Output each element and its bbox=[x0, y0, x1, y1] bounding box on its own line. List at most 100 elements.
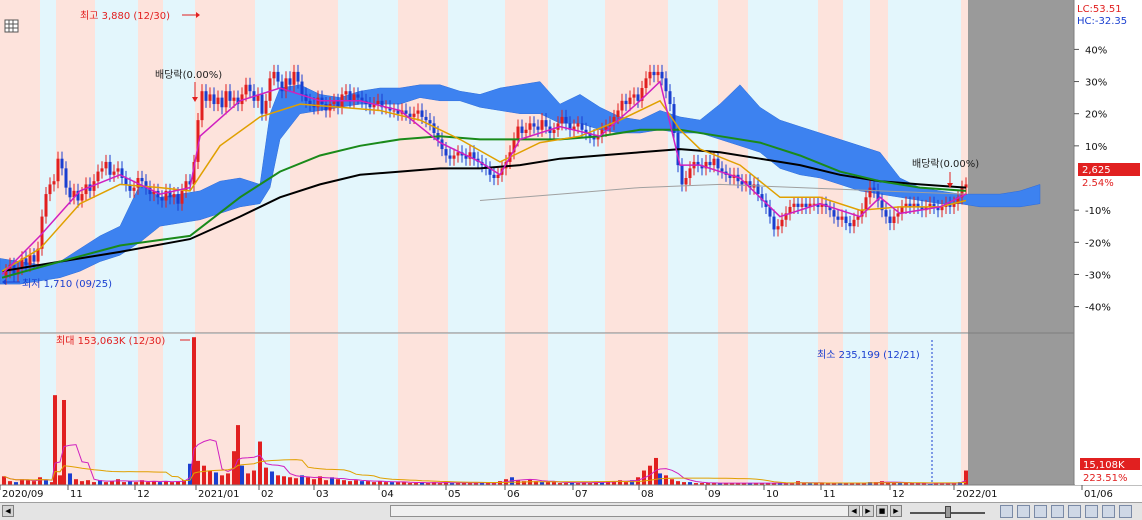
tool-icon-3[interactable] bbox=[1034, 505, 1047, 518]
dividend-arrowhead-2 bbox=[947, 183, 953, 188]
volume-bar-119 bbox=[700, 483, 704, 485]
tool-icon-4[interactable] bbox=[1051, 505, 1064, 518]
candle-body-203 bbox=[812, 203, 816, 205]
volume-bar-121 bbox=[712, 483, 716, 485]
candle-body-156 bbox=[624, 100, 628, 105]
volume-bar-10 bbox=[58, 475, 62, 485]
candle-body-136 bbox=[544, 120, 548, 127]
candle-body-208 bbox=[832, 210, 836, 217]
volume-bar-56 bbox=[324, 480, 328, 485]
tool-icon-1[interactable] bbox=[1000, 505, 1013, 518]
candle-body-59 bbox=[236, 97, 240, 105]
candle-body-108 bbox=[432, 123, 436, 133]
scroll-thumb[interactable] bbox=[390, 505, 870, 517]
scroll-right-icon[interactable]: ▶ bbox=[862, 505, 874, 517]
stop-icon[interactable]: ■ bbox=[876, 505, 888, 517]
candle-body-168 bbox=[672, 104, 676, 133]
play-icon[interactable]: ▶ bbox=[890, 505, 902, 517]
candle-body-35 bbox=[140, 178, 144, 182]
chart-scrollbar[interactable]: ◀ ◀ ▶ ■ ▶ bbox=[0, 502, 1142, 520]
volume-bar-134 bbox=[790, 483, 794, 485]
grid-icon[interactable] bbox=[4, 19, 19, 33]
price-tick-label-6: -30% bbox=[1085, 270, 1111, 281]
volume-bar-133 bbox=[784, 483, 788, 485]
volume-bar-154 bbox=[910, 483, 914, 485]
price-band-13 bbox=[548, 0, 605, 333]
candle-body-99 bbox=[396, 110, 400, 114]
candle-body-25 bbox=[100, 168, 104, 172]
volume-bar-136 bbox=[802, 483, 806, 485]
candle-body-189 bbox=[756, 184, 760, 195]
candle-body-98 bbox=[392, 110, 396, 112]
price-band-4 bbox=[138, 0, 163, 333]
max-volume-text: 최대 153,063K (12/30) bbox=[56, 335, 165, 347]
candle-body-166 bbox=[664, 78, 668, 92]
volume-bar-64 bbox=[372, 482, 376, 485]
volume-bar-41 bbox=[236, 425, 240, 485]
volume-bar-36 bbox=[208, 470, 212, 485]
scroll-left-icon[interactable]: ◀ bbox=[2, 505, 14, 517]
min-price-arrowhead bbox=[2, 279, 6, 285]
candle-body-94 bbox=[376, 100, 380, 105]
price-axis: 40% 30% 20% 10% -10% -20% -30% -40% bbox=[1074, 45, 1111, 314]
volume-bar-159 bbox=[940, 483, 944, 485]
candle-body-18 bbox=[72, 190, 76, 198]
volume-bar-112 bbox=[658, 473, 662, 485]
volume-bar-131 bbox=[772, 483, 776, 485]
future-area bbox=[968, 0, 1074, 485]
ma120-line bbox=[1, 148, 967, 273]
tool-icon-2[interactable] bbox=[1017, 505, 1030, 518]
tool-icon-7[interactable] bbox=[1102, 505, 1115, 518]
candle-body-229 bbox=[916, 203, 920, 207]
volume-bar-95 bbox=[558, 483, 562, 485]
volume-bar-47 bbox=[270, 471, 274, 485]
candle-body-179 bbox=[716, 158, 720, 169]
volume-bar-116 bbox=[682, 482, 686, 485]
zoom-slider[interactable] bbox=[945, 506, 951, 518]
volume-band-0 bbox=[0, 334, 40, 485]
moving-average-lines bbox=[1, 80, 967, 279]
candle-body-15 bbox=[60, 158, 64, 169]
candle-body-234 bbox=[936, 206, 940, 211]
candle-body-131 bbox=[524, 129, 528, 133]
tool-icon-6[interactable] bbox=[1085, 505, 1098, 518]
candle-body-143 bbox=[572, 126, 576, 130]
volume-bar-163 bbox=[964, 470, 968, 485]
date-tick-label-10: 08 bbox=[641, 489, 654, 500]
candle-body-192 bbox=[768, 206, 772, 217]
volume-bar-42 bbox=[240, 465, 244, 485]
volume-bar-146 bbox=[862, 483, 866, 485]
volume-bar-107 bbox=[630, 480, 634, 485]
candle-body-73 bbox=[292, 71, 296, 85]
volume-bar-85 bbox=[498, 481, 502, 485]
candle-body-163 bbox=[652, 71, 656, 76]
volume-bar-50 bbox=[288, 477, 292, 485]
candle-body-88 bbox=[352, 94, 356, 101]
volume-bar-129 bbox=[760, 483, 764, 485]
volume-bar-152 bbox=[898, 483, 902, 485]
candle-body-76 bbox=[304, 94, 308, 101]
candle-body-177 bbox=[708, 161, 712, 166]
date-axis: 2020/09 11 12 2021/01 02 03 04 05 06 07 08 09 10 11 12… bbox=[0, 485, 1113, 500]
candle-body-165 bbox=[660, 71, 664, 79]
candle-body-74 bbox=[296, 71, 300, 82]
candle-body-151 bbox=[604, 126, 608, 130]
candle-body-178 bbox=[712, 158, 716, 166]
candle-body-72 bbox=[288, 78, 292, 85]
candle-body-101 bbox=[404, 110, 408, 114]
date-tick-label-16: 01/06 bbox=[1084, 489, 1113, 500]
candle-body-31 bbox=[124, 178, 128, 185]
candle-body-199 bbox=[796, 203, 800, 207]
prev-icon[interactable]: ◀ bbox=[848, 505, 860, 517]
candle-body-113 bbox=[452, 155, 456, 159]
volume-bars bbox=[2, 337, 968, 485]
volume-bar-91 bbox=[534, 481, 538, 485]
volume-bar-15 bbox=[86, 480, 90, 485]
tool-icon-8[interactable] bbox=[1119, 505, 1132, 518]
candle-body-111 bbox=[444, 149, 448, 156]
volume-bar-59 bbox=[342, 480, 346, 485]
candle-body-146 bbox=[584, 129, 588, 133]
candle-body-232 bbox=[928, 203, 932, 207]
tool-icon-5[interactable] bbox=[1068, 505, 1081, 518]
volume-bar-67 bbox=[390, 482, 394, 485]
